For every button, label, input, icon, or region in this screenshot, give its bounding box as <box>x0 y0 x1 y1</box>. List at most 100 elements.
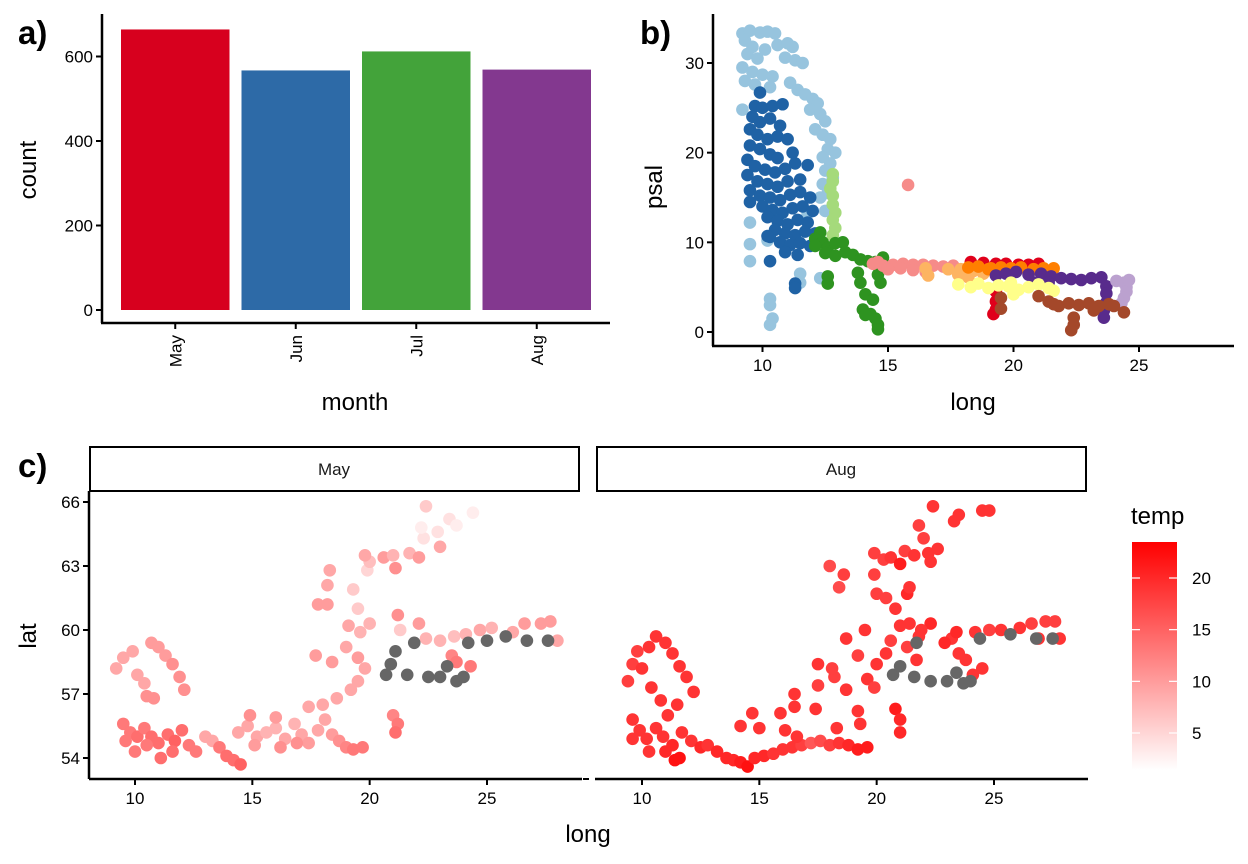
point-group-yellow <box>1004 276 1018 289</box>
point-may <box>433 634 447 647</box>
point-may <box>243 709 257 722</box>
point-aug <box>886 668 900 682</box>
point-aug <box>870 587 883 601</box>
y-tick-label-c: 66 <box>61 493 80 512</box>
point-may <box>389 726 402 739</box>
legend-tick-label: 5 <box>1192 724 1201 743</box>
point-group-dark-blue <box>753 189 767 203</box>
point-may <box>447 630 461 643</box>
point-aug <box>635 662 649 675</box>
point-group-dark-blue <box>758 163 772 177</box>
point-aug <box>626 657 639 671</box>
point-aug <box>868 681 881 694</box>
point-may <box>325 655 339 669</box>
point-group-light-blue <box>818 114 832 128</box>
point-group-light-blue <box>746 65 759 79</box>
point-group-green <box>854 276 867 289</box>
point-may <box>518 617 531 630</box>
point-aug <box>879 647 893 660</box>
point-may <box>499 630 513 643</box>
point-group-green <box>821 277 835 290</box>
panel-label-a: a) <box>18 14 47 51</box>
point-group-purple <box>1085 271 1098 285</box>
point-group-dark-blue <box>761 177 774 191</box>
point-aug <box>626 713 639 726</box>
point-may <box>419 632 433 645</box>
point-group-light-green <box>826 189 840 203</box>
point-may <box>302 736 315 750</box>
x-tick-label-a: Aug <box>528 335 547 365</box>
point-aug <box>811 679 825 692</box>
point-aug <box>776 743 790 756</box>
point-group-dark-blue <box>788 281 802 295</box>
point-group-light-blue <box>751 52 764 65</box>
y-tick-label-b: 0 <box>695 323 704 342</box>
point-group-dark-blue <box>753 86 767 99</box>
point-aug <box>774 706 787 720</box>
x-tick-label-c: 20 <box>867 789 886 808</box>
x-tick-label-b: 10 <box>753 356 772 375</box>
point-aug <box>975 662 989 675</box>
point-group-purple <box>1064 272 1078 286</box>
point-aug <box>832 581 846 594</box>
point-may <box>412 551 426 564</box>
point-group-dark-blue <box>798 225 812 238</box>
point-may <box>109 662 123 675</box>
point-group-green <box>871 323 885 336</box>
point-aug <box>994 623 1008 637</box>
point-group-dark-blue <box>776 97 789 111</box>
bar-jun <box>241 70 350 310</box>
y-axis-title-a: count <box>15 140 42 199</box>
point-group-light-blue <box>743 254 757 268</box>
point-aug <box>1025 617 1038 630</box>
point-group-light-blue <box>743 216 757 229</box>
point-may <box>480 634 494 647</box>
point-aug <box>851 649 865 662</box>
point-aug <box>884 634 898 647</box>
point-group-dark-blue <box>801 158 814 172</box>
point-aug <box>842 738 855 752</box>
point-group-brown <box>1047 297 1060 311</box>
point-group-dark-blue <box>783 188 797 202</box>
point-group-pink <box>871 255 885 269</box>
point-group-dark-blue <box>793 185 807 199</box>
x-axis-title-b: long <box>950 389 995 416</box>
point-may <box>318 713 332 726</box>
point-aug <box>767 747 780 761</box>
point-group-purple <box>1009 265 1023 279</box>
point-may <box>288 717 301 731</box>
point-may <box>351 602 365 615</box>
point-may <box>269 721 283 735</box>
point-may <box>166 745 179 758</box>
point-group-dark-blue <box>756 101 769 115</box>
point-aug <box>853 717 867 731</box>
x-tick-label-c: 15 <box>243 789 262 808</box>
point-may <box>466 506 480 519</box>
point-may <box>321 598 334 611</box>
point-group-light-orange <box>951 268 965 281</box>
point-group-yellow <box>1032 278 1045 291</box>
point-may <box>407 636 421 650</box>
x-tick-label-b: 20 <box>1004 356 1023 375</box>
point-group-purple <box>1100 287 1113 300</box>
point-may <box>175 723 189 737</box>
point-may <box>241 719 254 733</box>
point-group-dark-blue <box>771 151 784 165</box>
point-aug <box>757 749 771 763</box>
point-group-dark-blue <box>806 204 819 218</box>
point-aug <box>924 555 937 569</box>
point-group-green <box>818 246 832 260</box>
points-group-c <box>109 499 1067 773</box>
point-group-light-blue <box>786 40 799 54</box>
point-group-brown <box>1087 304 1101 317</box>
point-group-light-blue <box>823 132 837 146</box>
point-group-pink <box>894 262 907 275</box>
point-aug <box>687 685 700 699</box>
point-may <box>440 659 454 673</box>
y-tick-label-c: 60 <box>61 621 80 640</box>
point-aug <box>804 736 818 750</box>
y-tick-label-a: 0 <box>84 301 93 320</box>
point-aug <box>898 544 912 558</box>
